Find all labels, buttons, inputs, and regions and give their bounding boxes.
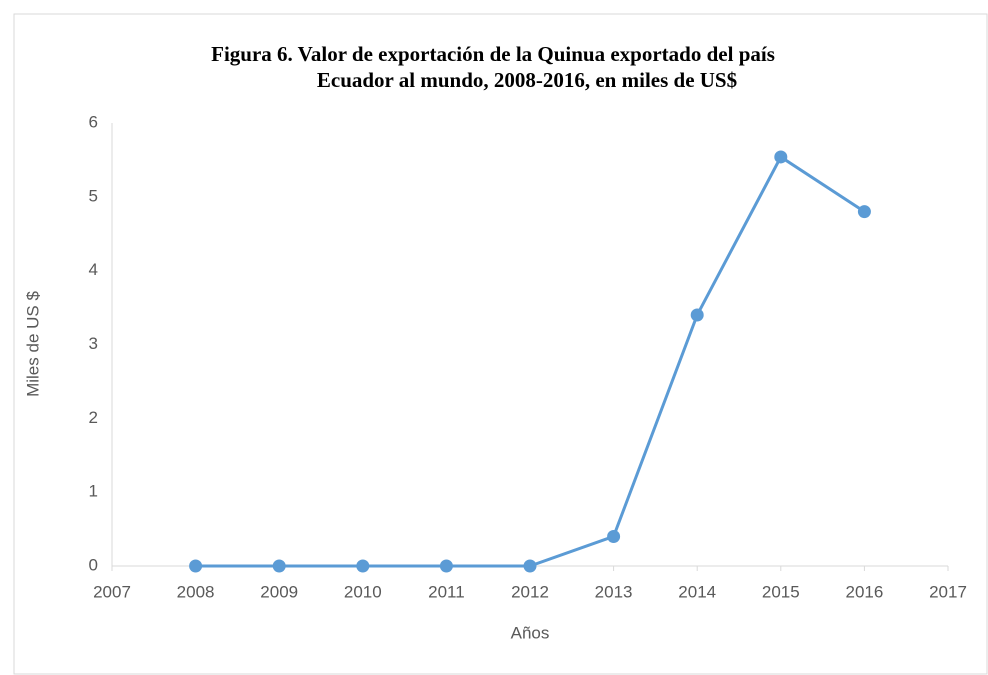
point	[439, 559, 453, 573]
x-tick-label: 2011	[428, 582, 465, 601]
x-tick-label: 2007	[93, 582, 131, 601]
y-tick-label: 3	[89, 334, 98, 353]
x-tick-label: 2010	[344, 582, 382, 601]
point	[607, 529, 621, 543]
line	[195, 154, 866, 568]
point	[774, 150, 788, 164]
x-axis-label: Años	[511, 623, 550, 642]
x-tick-label: 2013	[595, 582, 633, 601]
y-axis-label: Miles de US $	[23, 291, 42, 397]
point	[690, 308, 704, 322]
x-tick-label: 2012	[511, 582, 549, 601]
point	[356, 559, 370, 573]
chart-title: Ecuador al mundo, 2008-2016, en miles de…	[317, 68, 737, 92]
x-tick-label: 2014	[678, 582, 716, 601]
y-tick-label: 6	[89, 112, 98, 131]
chart-border	[13, 13, 988, 675]
y-tick-label: 2	[89, 408, 98, 427]
x-tick-label: 2009	[260, 582, 298, 601]
x-tick-label: 2017	[929, 582, 967, 601]
point	[189, 559, 203, 573]
point	[857, 205, 871, 219]
x-tick-label: 2016	[845, 582, 883, 601]
point	[272, 559, 286, 573]
y-tick-label: 1	[89, 482, 98, 501]
y-tick-label: 5	[89, 186, 98, 205]
x-tick-label: 2015	[762, 582, 800, 601]
point	[523, 559, 537, 573]
y-tick-label: 0	[89, 555, 98, 574]
y-tick-label: 4	[89, 260, 98, 279]
x-tick-label: 2008	[177, 582, 215, 601]
chart-title: Figura 6. Valor de exportación de la Qui…	[211, 42, 775, 66]
